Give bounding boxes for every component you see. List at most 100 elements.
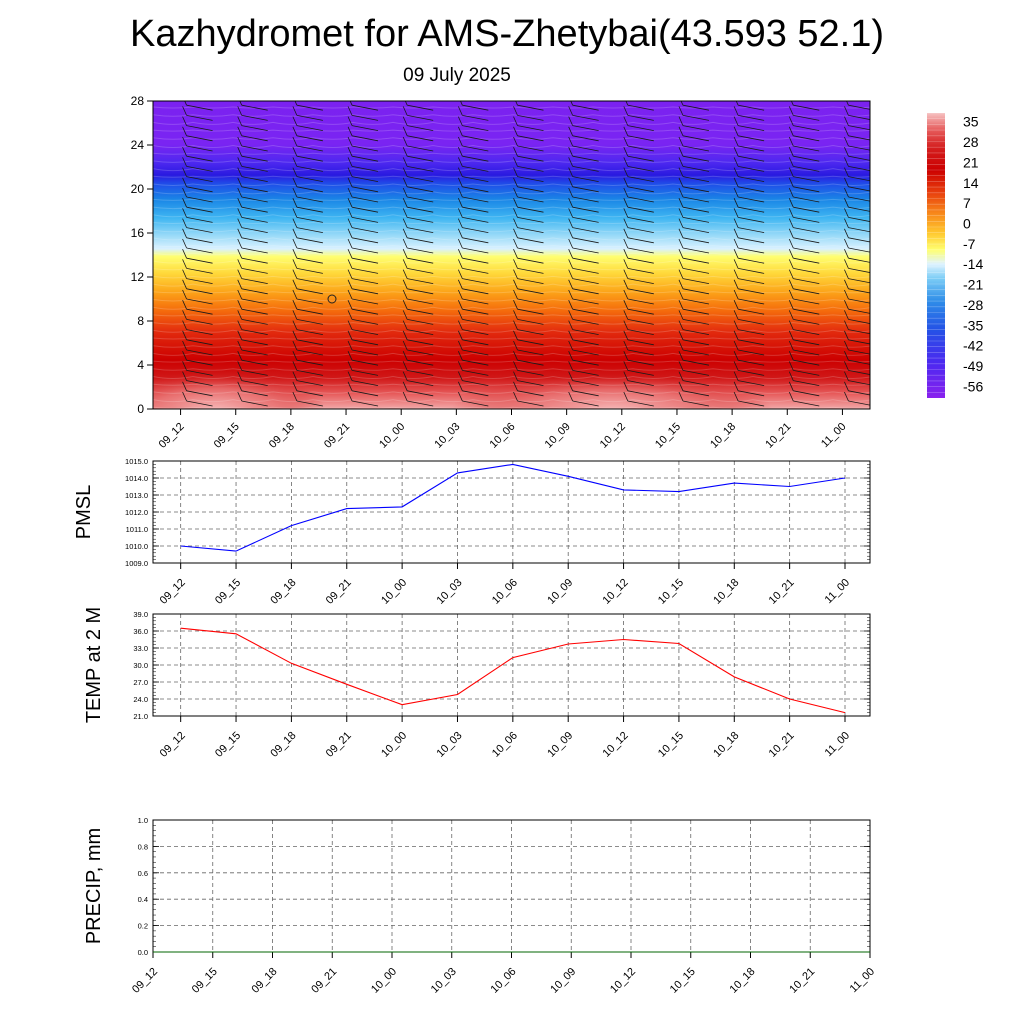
- wind-barb: [788, 300, 820, 315]
- isoline: [153, 121, 870, 125]
- wind-barb: [733, 116, 765, 131]
- wind-barb: [347, 126, 379, 142]
- wind-barb: [844, 126, 870, 141]
- wind-barb: [292, 371, 323, 386]
- wind-barb: [292, 391, 323, 407]
- y-tick-label: 24: [131, 138, 145, 152]
- wind-barb: [349, 101, 379, 111]
- wind-barb: [844, 157, 870, 171]
- x-tick-label: 09_15: [212, 421, 242, 451]
- wind-barb: [733, 259, 765, 274]
- wind-barb: [515, 101, 544, 111]
- wind-barb: [457, 289, 489, 305]
- wind-barb: [678, 167, 710, 182]
- wind-barb: [733, 167, 765, 182]
- wind-barb: [182, 198, 213, 213]
- wind-barb: [678, 371, 710, 386]
- y-tick-label: 33.0: [133, 644, 148, 653]
- wind-barb: [788, 269, 820, 284]
- wind-barb: [513, 136, 544, 152]
- wind-barb: [568, 198, 599, 213]
- wind-barb: [733, 269, 765, 284]
- isoline: [153, 329, 870, 333]
- wind-barb: [182, 147, 213, 162]
- wind-barb: [237, 310, 268, 325]
- isoline: [153, 314, 870, 317]
- wind-barb: [457, 218, 489, 233]
- wind-barb: [678, 289, 710, 305]
- wind-barb: [568, 381, 599, 397]
- wind-barb: [402, 198, 434, 213]
- x-tick-label: 10_06: [490, 730, 520, 760]
- isoline: [153, 275, 870, 279]
- precip-panel: 0.0 0.2 0.4 0.6 0.8 1.0 09_12 09_15 09_18 09_21 10…: [83, 816, 877, 996]
- wind-barb: [788, 361, 820, 376]
- wind-barb: [513, 259, 544, 274]
- wind-barb: [457, 249, 489, 264]
- wind-barb: [844, 259, 870, 273]
- wind-barb: [237, 259, 268, 274]
- wind-barb: [513, 177, 544, 193]
- wind-barb: [623, 279, 654, 295]
- wind-barb: [623, 340, 654, 356]
- x-tick-label: 10_12: [598, 421, 628, 451]
- x-tick-label: 09_21: [322, 421, 352, 451]
- wind-barb: [568, 269, 599, 284]
- wind-barb: [844, 198, 870, 212]
- wind-barb: [623, 249, 654, 264]
- wind-barb: [846, 101, 870, 110]
- wind-barb: [292, 361, 323, 376]
- wind-barb: [513, 279, 544, 295]
- wind-barb: [237, 289, 268, 305]
- y-tick-label: 24.0: [133, 695, 148, 704]
- wind-barb: [788, 106, 820, 121]
- wind-barb: [623, 106, 654, 121]
- isoline: [153, 399, 870, 403]
- wind-barb: [733, 381, 765, 397]
- wind-barb: [402, 310, 434, 325]
- wind-barb: [568, 371, 599, 386]
- wind-barb: [292, 147, 323, 162]
- x-tick-label: 10_15: [668, 966, 698, 996]
- wind-barb: [347, 269, 379, 284]
- wind-barb: [733, 391, 765, 407]
- x-tick-label: 09_21: [309, 966, 339, 996]
- wind-barb: [347, 177, 379, 193]
- wind-barb: [513, 157, 544, 172]
- isoline: [153, 383, 870, 386]
- wind-barb: [844, 116, 870, 131]
- isoline: [153, 221, 870, 224]
- wind-barb: [678, 218, 710, 233]
- y-tick-label: 20: [131, 182, 145, 196]
- y-tick-label: 1014.0: [125, 474, 148, 483]
- wind-barb: [457, 198, 489, 213]
- wind-barb: [182, 300, 213, 315]
- wind-barb: [844, 187, 870, 202]
- wind-barb: [678, 259, 710, 274]
- wind-barb: [623, 208, 654, 223]
- wind-barb: [513, 381, 544, 397]
- colorbar-label: 7: [963, 195, 971, 211]
- wind-barb: [733, 208, 765, 223]
- wind-barb: [513, 371, 544, 386]
- wind-barb: [182, 391, 213, 407]
- wind-barb: [182, 351, 213, 366]
- wind-barb: [733, 218, 765, 233]
- wind-barb: [844, 381, 870, 396]
- wind-barb: [237, 340, 268, 356]
- isoline: [153, 152, 870, 155]
- wind-barb: [788, 330, 820, 346]
- wind-barb: [347, 351, 379, 366]
- wind-barb: [623, 167, 654, 182]
- wind-barb: [568, 208, 599, 223]
- isoline: [153, 298, 870, 302]
- wind-barbs: [182, 101, 870, 407]
- wind-barb: [292, 289, 323, 305]
- wind-barb: [182, 330, 213, 346]
- wind-barb: [237, 136, 268, 152]
- wind-barb: [292, 330, 323, 346]
- wind-barb: [292, 269, 323, 284]
- wind-barb: [513, 351, 544, 366]
- wind-barb: [237, 157, 268, 172]
- wind-barb: [568, 340, 599, 356]
